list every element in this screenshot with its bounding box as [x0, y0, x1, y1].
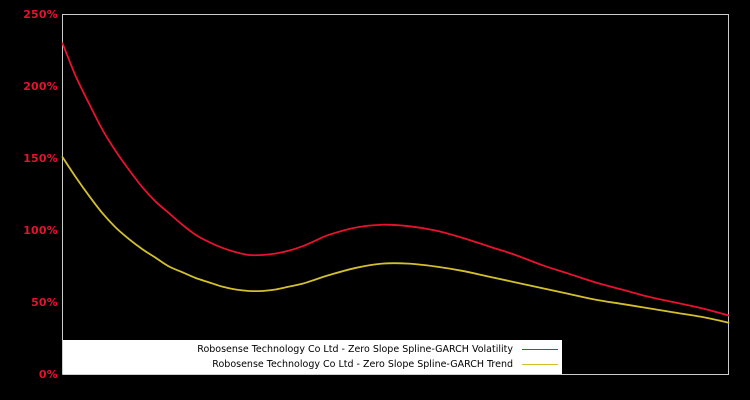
series-line-volatility	[61, 42, 730, 317]
legend-item-volatility[interactable]: Robosense Technology Co Ltd - Zero Slope…	[63, 342, 558, 357]
y-axis-tick-labels: 0% 50% 100% 150% 200% 250%	[0, 0, 58, 400]
legend-swatch-trend	[522, 359, 558, 371]
series-layer	[61, 42, 730, 324]
chart-legend[interactable]: Robosense Technology Co Ltd - Zero Slope…	[63, 340, 562, 374]
y-axis-tick-label: 200%	[23, 80, 58, 93]
y-axis-tick-label: 150%	[23, 152, 58, 165]
y-axis-tick-label: 100%	[23, 224, 58, 237]
legend-swatch-volatility	[522, 344, 558, 356]
y-axis-tick-label: 50%	[31, 296, 58, 309]
y-axis-tick-label: 0%	[38, 368, 58, 381]
series-line-trend	[61, 156, 730, 324]
legend-label-trend: Robosense Technology Co Ltd - Zero Slope…	[212, 358, 513, 370]
legend-item-trend[interactable]: Robosense Technology Co Ltd - Zero Slope…	[63, 357, 558, 372]
y-axis-tick-label: 250%	[23, 8, 58, 21]
legend-label-volatility: Robosense Technology Co Ltd - Zero Slope…	[197, 343, 513, 355]
axis-frame	[62, 14, 729, 375]
